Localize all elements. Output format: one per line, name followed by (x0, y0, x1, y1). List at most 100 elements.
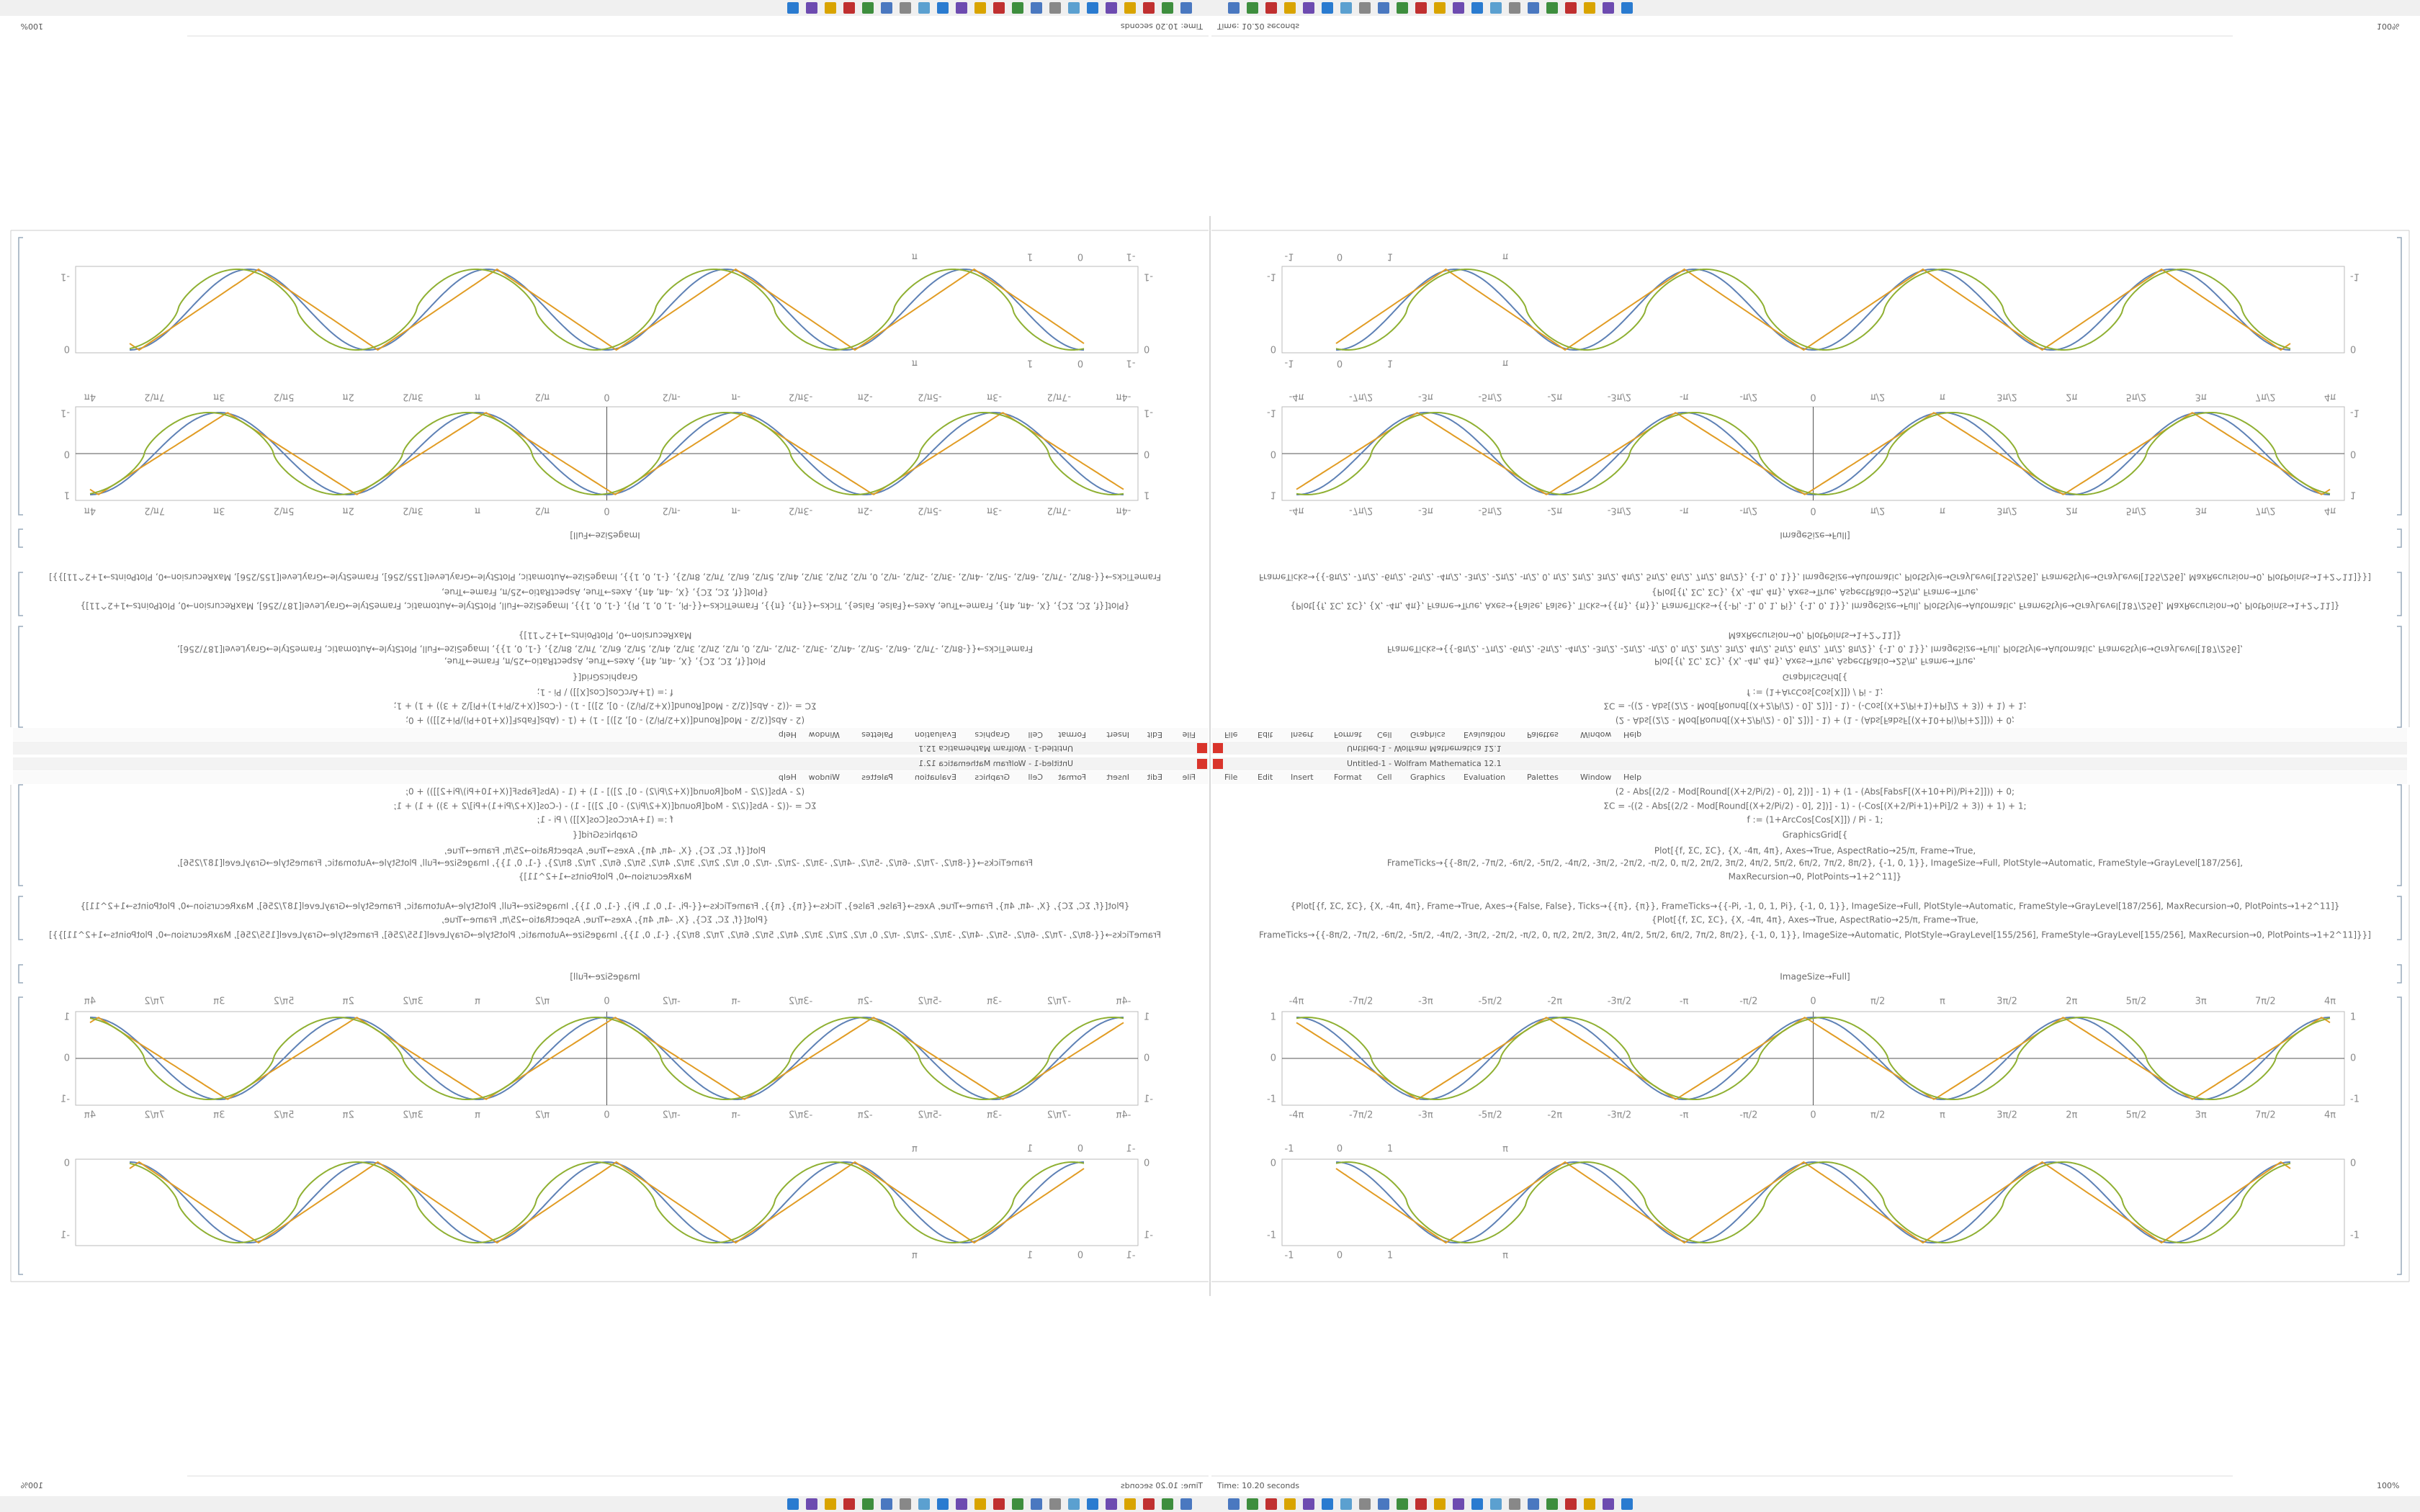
menu-item[interactable]: Edit (1258, 730, 1273, 739)
menu-item[interactable]: Window (1580, 773, 1611, 782)
taskbar-icon[interactable] (974, 1498, 986, 1510)
taskbar-icon[interactable] (1434, 1498, 1446, 1510)
taskbar-icon[interactable] (1284, 1498, 1296, 1510)
menu-item[interactable]: Help (1623, 773, 1641, 782)
menu-item[interactable]: Evaluation (1464, 773, 1505, 782)
taskbar-icon[interactable] (1415, 2, 1427, 14)
menu-item[interactable]: Insert (1106, 773, 1129, 782)
taskbar-icon[interactable] (1490, 2, 1502, 14)
taskbar-icon[interactable] (1162, 2, 1173, 14)
menu-item[interactable]: Insert (1291, 730, 1314, 739)
menu-item[interactable]: Evaluation (1464, 730, 1505, 739)
taskbar-icon[interactable] (1397, 1498, 1408, 1510)
taskbar-icon[interactable] (1087, 2, 1098, 14)
menu-item[interactable]: Help (779, 773, 797, 782)
menu-item[interactable]: File (1182, 773, 1196, 782)
menu-item[interactable]: Format (1334, 730, 1362, 739)
taskbar-icon[interactable] (1180, 1498, 1192, 1510)
menu-item[interactable]: Window (809, 773, 840, 782)
menu-item[interactable]: Format (1058, 773, 1086, 782)
taskbar-icon[interactable] (1228, 1498, 1240, 1510)
taskbar-icon[interactable] (1603, 2, 1614, 14)
taskbar-icon[interactable] (1124, 1498, 1136, 1510)
taskbar-icon[interactable] (1031, 2, 1042, 14)
close-button[interactable] (1213, 759, 1223, 769)
taskbar-icon[interactable] (1509, 1498, 1520, 1510)
taskbar-icon[interactable] (1049, 1498, 1061, 1510)
menu-item[interactable]: Palettes (1527, 773, 1559, 782)
taskbar-icon[interactable] (1106, 1498, 1117, 1510)
taskbar-icon[interactable] (1106, 2, 1117, 14)
menu-item[interactable]: Palettes (861, 773, 893, 782)
taskbar-icon[interactable] (1012, 2, 1023, 14)
taskbar-icon[interactable] (1415, 1498, 1427, 1510)
taskbar-icon[interactable] (1284, 2, 1296, 14)
taskbar-icon[interactable] (825, 1498, 836, 1510)
menu-item[interactable]: Graphics (974, 730, 1010, 739)
close-button[interactable] (1197, 743, 1207, 753)
taskbar-icon[interactable] (993, 2, 1005, 14)
taskbar-icon[interactable] (1124, 2, 1136, 14)
menu-item[interactable]: Cell (1028, 773, 1043, 782)
taskbar-icon[interactable] (862, 1498, 874, 1510)
menu-item[interactable]: Window (1580, 730, 1611, 739)
menu-item[interactable]: Insert (1291, 773, 1314, 782)
menu-item[interactable]: Cell (1377, 730, 1392, 739)
taskbar-icon[interactable] (1359, 1498, 1371, 1510)
taskbar-icon[interactable] (1265, 2, 1277, 14)
menu-item[interactable]: Graphics (1410, 730, 1446, 739)
taskbar-icon[interactable] (937, 1498, 949, 1510)
taskbar-icon[interactable] (1012, 1498, 1023, 1510)
taskbar-icon[interactable] (1584, 1498, 1595, 1510)
taskbar-icon[interactable] (806, 1498, 817, 1510)
taskbar-icon[interactable] (1603, 1498, 1614, 1510)
taskbar-icon[interactable] (1584, 2, 1595, 14)
taskbar-icon[interactable] (787, 2, 799, 14)
taskbar-icon[interactable] (974, 2, 986, 14)
taskbar-icon[interactable] (900, 1498, 911, 1510)
menu-item[interactable]: Palettes (1527, 730, 1559, 739)
taskbar-icon[interactable] (1434, 2, 1446, 14)
menu-item[interactable]: Format (1058, 730, 1086, 739)
taskbar-icon[interactable] (956, 1498, 967, 1510)
taskbar-icon[interactable] (1528, 2, 1539, 14)
menu-item[interactable]: Help (779, 730, 797, 739)
taskbar-icon[interactable] (1471, 2, 1483, 14)
menu-item[interactable]: File (1182, 730, 1196, 739)
taskbar-icon[interactable] (1546, 2, 1558, 14)
taskbar-icon[interactable] (1068, 2, 1080, 14)
menu-item[interactable]: Edit (1258, 773, 1273, 782)
menu-item[interactable]: Edit (1147, 730, 1162, 739)
taskbar-icon[interactable] (1265, 1498, 1277, 1510)
menu-item[interactable]: Insert (1106, 730, 1129, 739)
menu-item[interactable]: Evaluation (915, 773, 956, 782)
taskbar-icon[interactable] (862, 2, 874, 14)
taskbar-icon[interactable] (843, 2, 855, 14)
taskbar-icon[interactable] (1049, 2, 1061, 14)
taskbar-icon[interactable] (1453, 1498, 1464, 1510)
taskbar-icon[interactable] (843, 1498, 855, 1510)
menu-item[interactable]: Graphics (1410, 773, 1446, 782)
taskbar-icon[interactable] (1087, 1498, 1098, 1510)
taskbar-icon[interactable] (1397, 2, 1408, 14)
menu-item[interactable]: Format (1334, 773, 1362, 782)
menu-item[interactable]: File (1224, 773, 1238, 782)
taskbar-icon[interactable] (1359, 2, 1371, 14)
taskbar-icon[interactable] (1228, 2, 1240, 14)
taskbar-icon[interactable] (1143, 2, 1155, 14)
taskbar-icon[interactable] (1546, 1498, 1558, 1510)
taskbar-icon[interactable] (1303, 1498, 1314, 1510)
menu-item[interactable]: Window (809, 730, 840, 739)
taskbar-icon[interactable] (1378, 2, 1389, 14)
menu-item[interactable]: Cell (1377, 773, 1392, 782)
taskbar-icon[interactable] (1068, 1498, 1080, 1510)
taskbar-icon[interactable] (918, 1498, 930, 1510)
taskbar-icon[interactable] (1180, 2, 1192, 14)
taskbar-icon[interactable] (1031, 1498, 1042, 1510)
taskbar-icon[interactable] (1621, 2, 1633, 14)
menu-item[interactable]: Edit (1147, 773, 1162, 782)
taskbar-icon[interactable] (806, 2, 817, 14)
taskbar-icon[interactable] (937, 2, 949, 14)
taskbar-icon[interactable] (1453, 2, 1464, 14)
taskbar-icon[interactable] (881, 1498, 892, 1510)
